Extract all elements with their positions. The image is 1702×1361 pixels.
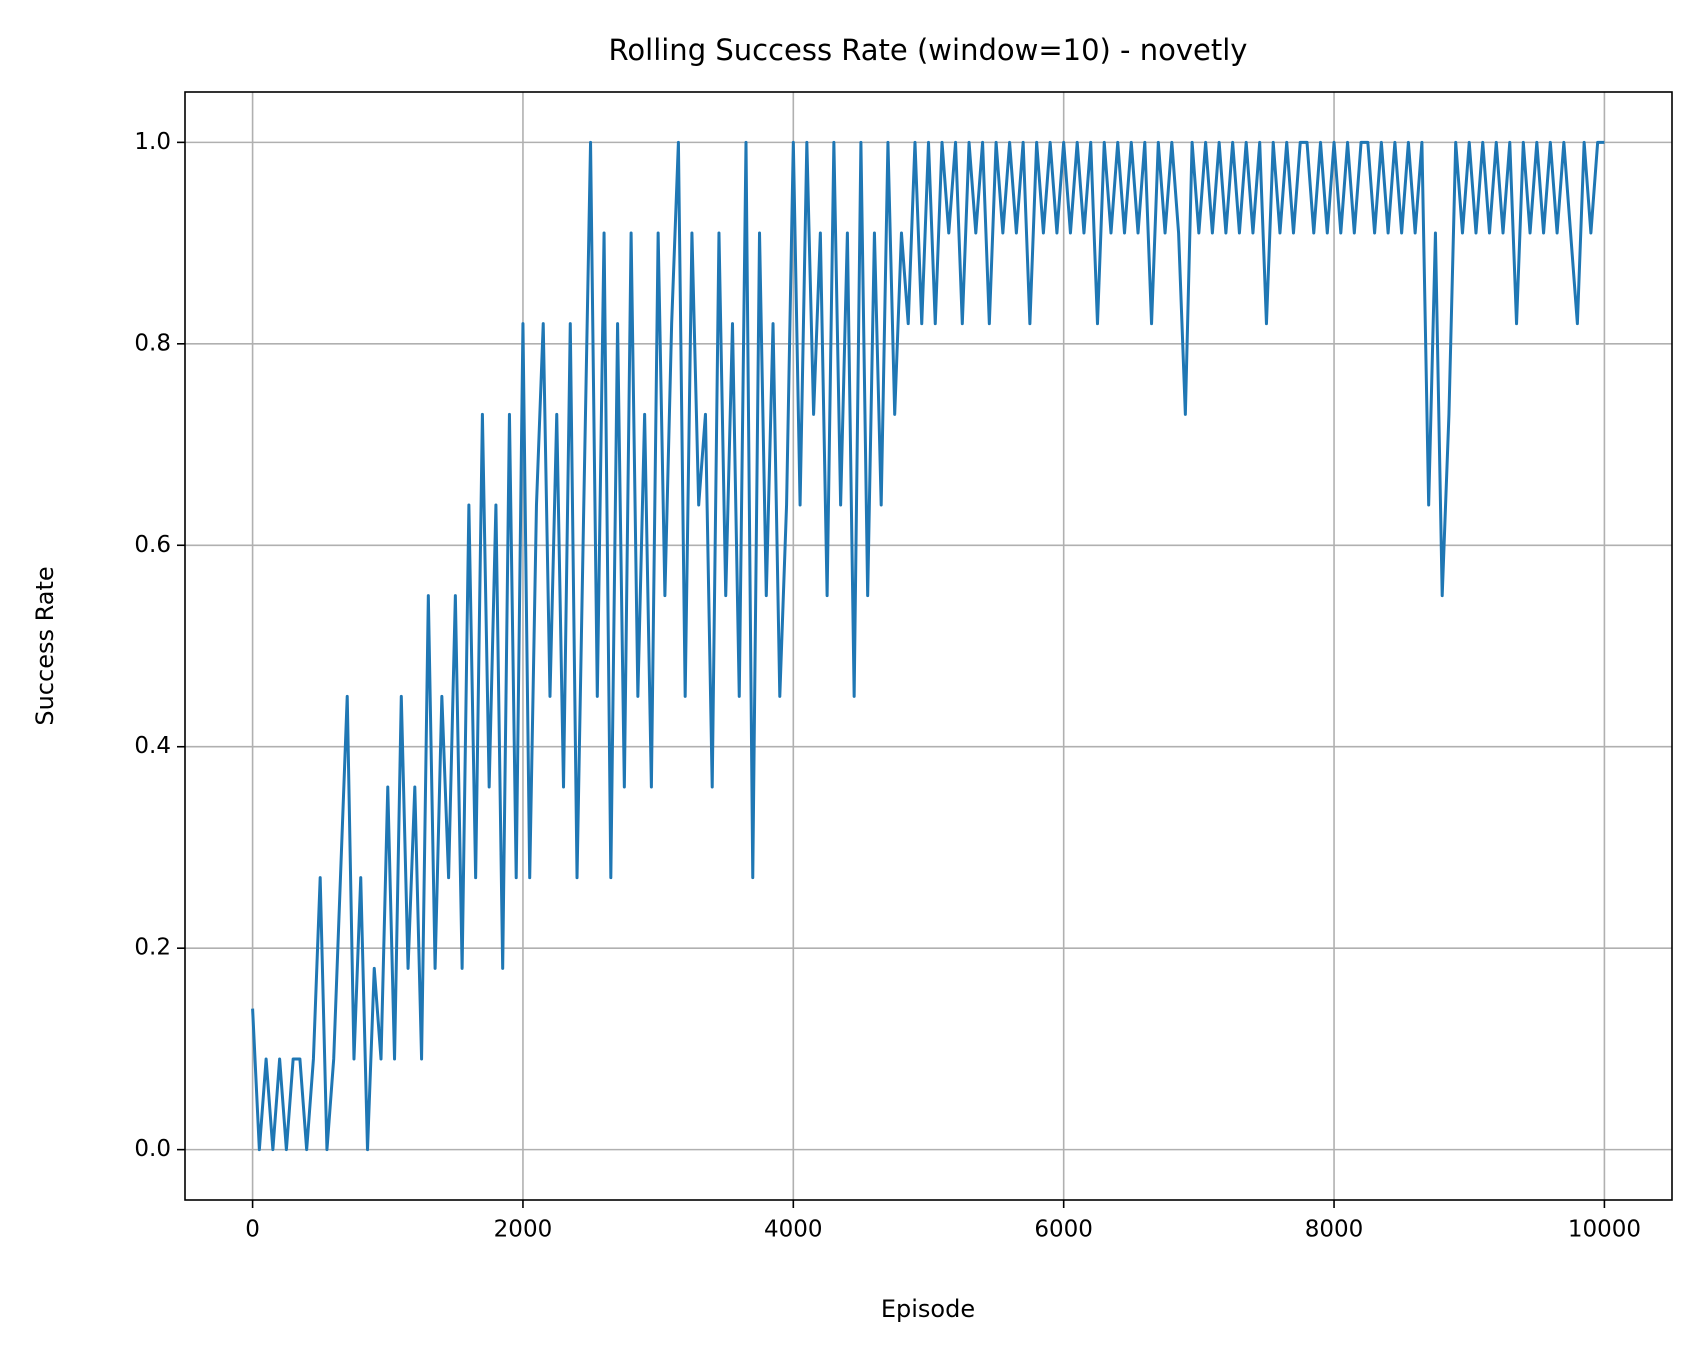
y-tick-label: 0.0 (134, 1136, 171, 1162)
x-tick-label: 6000 (1034, 1217, 1093, 1243)
y-tick-label: 0.8 (134, 330, 171, 356)
x-tick-label: 4000 (764, 1217, 823, 1243)
y-tick-label: 0.4 (134, 733, 171, 759)
y-tick-label: 1.0 (134, 129, 171, 155)
x-axis-label: Episode (881, 1295, 975, 1323)
line-series (251, 140, 1605, 1152)
x-tick-label: 0 (245, 1217, 260, 1243)
x-tick-label: 2000 (494, 1217, 553, 1243)
y-axis-label: Success Rate (31, 566, 59, 725)
y-tick-label: 0.2 (134, 935, 171, 961)
plot-frame (184, 91, 1673, 1201)
x-tick-label: 10000 (1568, 1217, 1641, 1243)
x-tick-label: 8000 (1305, 1217, 1364, 1243)
chart-title: Rolling Success Rate (window=10) - novet… (609, 33, 1248, 67)
y-tick-label: 0.6 (134, 532, 171, 558)
